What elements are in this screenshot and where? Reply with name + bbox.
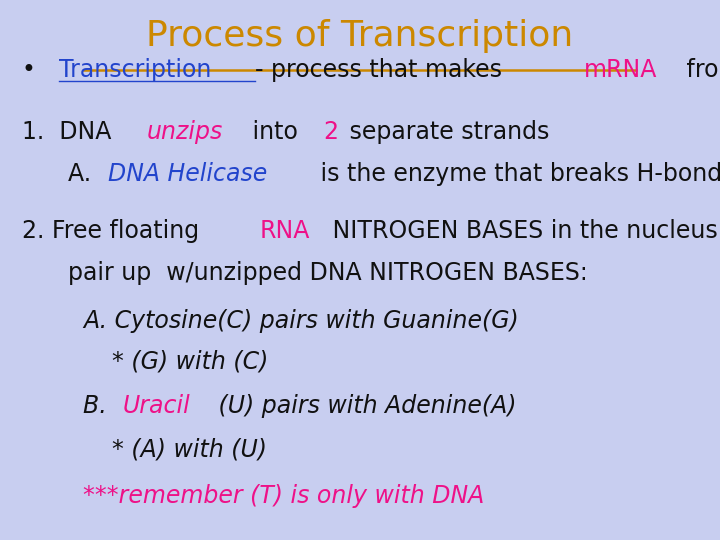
Text: NITROGEN BASES in the nucleus: NITROGEN BASES in the nucleus xyxy=(325,219,718,243)
Text: unzips: unzips xyxy=(147,120,223,144)
Text: pair up  w/unzipped DNA NITROGEN BASES:: pair up w/unzipped DNA NITROGEN BASES: xyxy=(68,261,588,285)
Text: Process of Transcription: Process of Transcription xyxy=(146,19,574,53)
Text: DNA Helicase: DNA Helicase xyxy=(108,162,267,186)
Text: RNA: RNA xyxy=(260,219,310,243)
Text: * (A) with (U): * (A) with (U) xyxy=(112,437,266,461)
Text: (U) pairs with Adenine(A): (U) pairs with Adenine(A) xyxy=(210,394,516,418)
Text: Transcription: Transcription xyxy=(59,58,211,82)
Text: A.: A. xyxy=(68,162,99,186)
Text: from DNA: from DNA xyxy=(678,58,720,82)
Text: separate strands: separate strands xyxy=(342,120,549,144)
Text: 1.  DNA: 1. DNA xyxy=(22,120,119,144)
Text: B.: B. xyxy=(83,394,114,418)
Text: mRNA: mRNA xyxy=(584,58,657,82)
Text: ***remember (T) is only with DNA: ***remember (T) is only with DNA xyxy=(83,484,484,508)
Text: - process that makes: - process that makes xyxy=(256,58,510,82)
Text: A. Cytosine(C) pairs with Guanine(G): A. Cytosine(C) pairs with Guanine(G) xyxy=(83,309,518,333)
Text: * (G) with (C): * (G) with (C) xyxy=(112,350,268,374)
Text: •: • xyxy=(22,58,50,82)
Text: 2. Free floating: 2. Free floating xyxy=(22,219,206,243)
Text: Uracil: Uracil xyxy=(123,394,191,418)
Text: 2: 2 xyxy=(323,120,338,144)
Text: into: into xyxy=(245,120,305,144)
Text: is the enzyme that breaks H-bond: is the enzyme that breaks H-bond xyxy=(313,162,720,186)
